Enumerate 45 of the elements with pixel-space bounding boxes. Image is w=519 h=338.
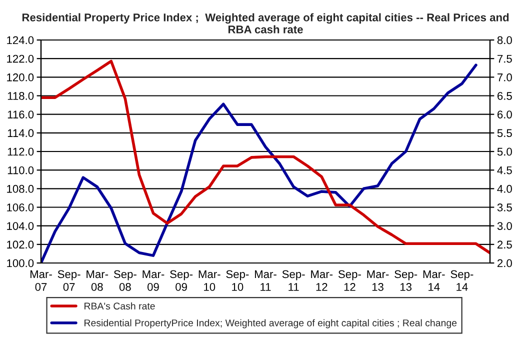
x-tick-label: Sep- 11 [282,270,305,291]
legend-label: RBA's Cash rate [84,302,155,310]
y-tick-label: 110.0 [8,166,34,174]
y2-tick-label: 6.0 [498,110,512,118]
legend-label: Residential PropertyPrice Index; Weighted average of eight capital cities ; Real change [84,319,457,328]
y-tick-label: 116.0 [8,110,34,118]
y2-tick-label: 3.0 [497,222,512,230]
y-tick-label: 100.0 [7,259,34,268]
chart-title: Residential Property Price Index ; Weighted average of eight capital cities -- Real Prices and RBA cash rate [22,13,509,34]
x-tick-label: Sep- 13 [394,270,418,291]
y2-tick-label: 4.5 [497,166,512,174]
y-tick-label: 112.0 [8,148,34,156]
y-tick-label: 118.0 [8,92,34,100]
y-tick-label: 102.0 [7,240,34,249]
x-tick-label: Sep- 09 [170,270,193,291]
x-tick-label: Mar- 12 [311,270,333,291]
y2-tick-label: 7.0 [498,73,512,82]
x-tick-label: Sep- 12 [338,270,361,291]
x-tick-label: Sep- 07 [58,270,80,291]
y2-tick-label: 5.0 [497,148,512,156]
y2-tick-label: 2.0 [498,259,512,268]
x-tick-label: Mar- 08 [86,270,108,291]
y2-tick-label: 8.0 [497,36,512,44]
y-tick-label: 124.0 [7,36,34,44]
x-tick-label: Mar- 11 [254,270,276,291]
y-tick-label: 114.0 [8,129,34,138]
y-tick-label: 120.0 [7,73,34,82]
x-tick-label: Sep- 14 [450,270,474,291]
y2-tick-label: 2.5 [498,240,512,249]
x-tick-label: Mar- 10 [198,270,220,291]
y2-tick-label: 5.5 [497,129,512,138]
y2-tick-label: 7.5 [498,54,512,63]
x-tick-label: Sep- 08 [114,270,136,291]
x-tick-label: Mar- 07 [30,270,52,291]
x-tick-label: Mar- 14 [423,270,445,291]
y2-tick-label: 4.0 [497,184,512,193]
x-tick-label: Mar- 09 [142,270,164,291]
y-tick-label: 104.0 [7,222,34,230]
y2-tick-label: 3.5 [497,204,512,212]
x-tick-label: Sep- 10 [226,270,249,291]
y-tick-label: 122.0 [7,54,34,63]
y-tick-label: 106.0 [7,204,34,212]
x-tick-label: Mar- 13 [367,270,389,291]
y2-tick-label: 6.5 [498,92,512,100]
y-tick-label: 108.0 [7,184,34,193]
